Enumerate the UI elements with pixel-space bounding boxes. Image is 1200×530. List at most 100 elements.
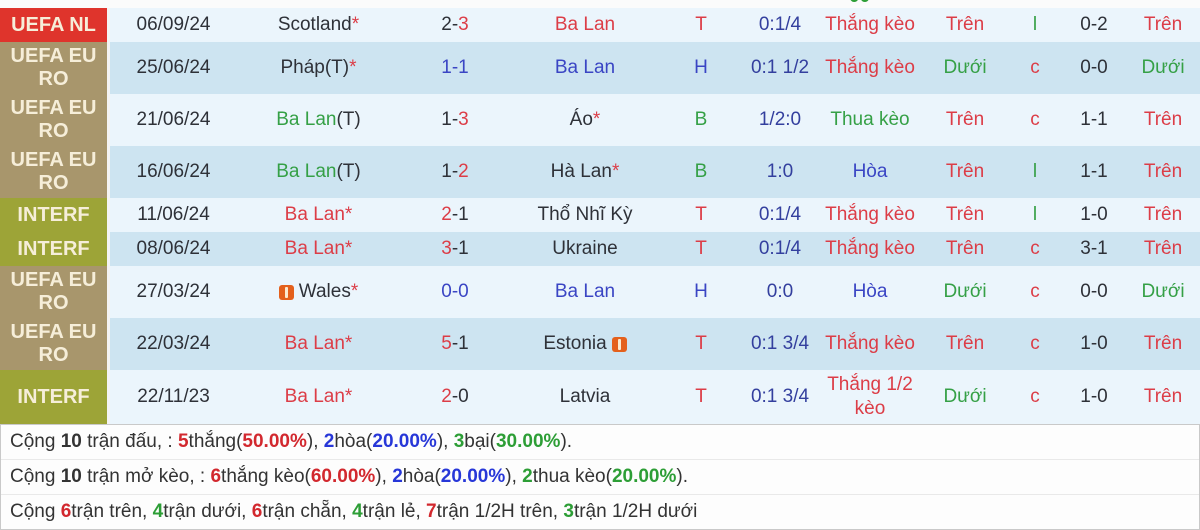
result-letter: T [695,386,707,407]
over-under-ft-cell: Trên [922,94,1008,146]
over-under-ht: Dưới [1141,281,1185,302]
away-goals: 0 [458,386,469,407]
home-team-name: Ba Lan [284,204,345,225]
handicap-line: 0:1/4 [758,238,802,259]
handicap-result-cell: Thắng kèo [818,8,922,42]
lc-flag: l [1032,14,1038,35]
handicap-line-cell: 0:1 1/2 [742,42,818,94]
competition-label: INTERF [17,237,90,260]
half-time-score-cell: 0-2 [1062,8,1126,42]
full-time-score-cell: 2-1 [400,198,510,232]
away-team-cell: Áo * [510,94,660,146]
summary-segment: 2 [323,431,335,452]
home-team-name: Ba Lan [276,161,337,182]
home-goals: 5 [441,333,452,354]
over-under-ft-cell: Trên [922,232,1008,266]
summary-segment: thắng( [188,431,243,452]
away-team-star: * [592,109,601,130]
summary-segment: trận lẻ, [362,501,427,522]
half-time-score: 3-1 [1080,238,1108,259]
clipped-text-fragment: 00 [849,0,870,8]
handicap-line: 0:1/4 [758,14,802,35]
competition-label: UEFA EURO [10,269,97,314]
home-goals: 2 [441,204,452,225]
half-time-score-cell: 1-1 [1062,94,1126,146]
summary-segment: 2 [392,466,403,487]
handicap-result: Hòa [852,281,888,302]
summary-segment: 20.00% [372,431,437,452]
home-team-cell: Ba Lan * [237,232,400,266]
summary-segment: 20.00% [611,466,677,487]
over-under-ht-cell: Trên [1126,318,1200,370]
home-team-suffix: (T) [336,161,361,182]
away-team-cell: Ba Lan [510,8,660,42]
handicap-line: 0:1 3/4 [750,386,810,407]
competition-cell: INTERF [0,198,110,232]
match-result-cell: B [660,94,742,146]
competition-label: UEFA EURO [10,45,97,90]
full-time-score-cell: 0-0 [400,266,510,318]
over-under-ft: Trên [945,333,985,354]
home-team-star: * [351,14,360,35]
away-goals: 1 [458,333,469,354]
lc-flag: c [1030,57,1040,78]
date-cell: 21/06/24 [110,94,237,146]
summary-segment: ), [306,431,324,452]
home-team-name: Ba Lan [276,109,337,130]
summary-segment: trận 1/2H trên, [436,501,564,522]
half-time-score: 1-1 [1080,109,1108,130]
home-team-star: * [349,57,357,78]
summary-segment: ). [560,431,573,452]
half-time-score-cell: 0-0 [1062,42,1126,94]
half-time-score-cell: 1-1 [1062,146,1126,198]
over-under-ht: Trên [1143,238,1183,259]
home-team-name: Ba Lan [284,238,345,259]
home-team-cell: Ba Lan * [237,370,400,424]
summary-line-over-under: Cộng 6 trận trên, 4 trận dưới, 6 trận chẵn,… [1,495,1199,529]
full-time-score-cell: 3-1 [400,232,510,266]
handicap-line-cell: 0:0 [742,266,818,318]
date-cell: 16/06/24 [110,146,237,198]
summary-segment: thắng kèo( [221,466,311,487]
summary-segment: hòa( [334,431,373,452]
score-separator: - [451,57,459,78]
score-separator: - [451,204,459,225]
result-letter: T [695,204,707,225]
summary-segment: 3 [563,501,574,522]
summary-segment: 4 [352,501,363,522]
summary-segment: trận chẵn, [262,501,353,522]
lc-flag-cell: c [1008,232,1062,266]
half-time-score: 1-0 [1080,204,1108,225]
away-team-name: Latvia [559,386,611,407]
summary-segment: ), [505,466,523,487]
over-under-ht-cell: Trên [1126,232,1200,266]
match-row: UEFA EURO 16/06/24 Ba Lan (T) 1-2 Hà Lan… [0,146,1200,198]
over-under-ft-cell: Dưới [922,266,1008,318]
away-team-cell: Thổ Nhĩ Kỳ [510,198,660,232]
summary-segment: 60.00% [310,466,376,487]
over-under-ft-cell: Trên [922,146,1008,198]
handicap-line-cell: 1/2:0 [742,94,818,146]
date-cell: 11/06/24 [110,198,237,232]
away-team-cell: Ba Lan [510,42,660,94]
over-under-ht: Trên [1143,204,1183,225]
match-result-cell: T [660,8,742,42]
away-team-name: Estonia [543,333,607,354]
home-team-star: * [344,333,353,354]
home-team-suffix: (T) [324,57,350,78]
home-team-name: Scotland [277,14,352,35]
summary-segment: 5 [177,431,189,452]
result-letter: T [695,14,707,35]
handicap-line-cell: 1:0 [742,146,818,198]
summary-segment: ), [375,466,393,487]
match-date: 25/06/24 [136,57,211,78]
home-team-star: * [350,281,359,302]
away-team-star: * [611,161,620,182]
over-under-ht-cell: Trên [1126,198,1200,232]
match-result-cell: T [660,232,742,266]
home-team-cell: Ba Lan * [237,198,400,232]
full-time-score-cell: 1-2 [400,146,510,198]
over-under-ht-cell: Trên [1126,94,1200,146]
handicap-line: 0:0 [766,281,794,302]
summary-segment: 6 [210,466,222,487]
